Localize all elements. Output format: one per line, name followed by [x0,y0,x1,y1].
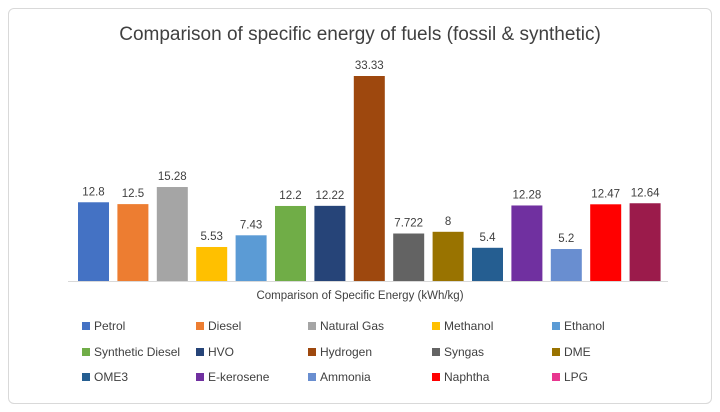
data-label: 12.5 [122,188,144,200]
legend-label: Diesel [208,319,242,333]
legend-marker [432,322,440,330]
legend-marker [196,373,204,381]
data-label: 5.4 [480,232,497,244]
bar-dme [432,231,464,281]
bar-natural-gas [156,187,188,281]
legend-label: E-kerosene [208,370,270,384]
legend-item: Synthetic Diesel [82,345,180,359]
legend-item: HVO [196,345,234,359]
legend-marker [432,348,440,356]
legend-item: LPG [552,370,588,384]
data-label: 12.22 [316,190,345,202]
legend-item: E-kerosene [196,370,269,384]
bar-methanol [196,246,228,281]
legend-label: Natural Gas [320,319,385,333]
legend-item: Diesel [196,319,241,333]
bar-ome3 [472,247,503,281]
legend-item: Ammonia [308,370,371,384]
legend-marker [552,348,560,356]
bar-diesel [117,204,149,281]
data-label: 12.28 [513,189,542,201]
legend-item: Naphtha [432,370,489,384]
chart-frame [8,8,712,404]
bar-e-kerosene [511,205,543,281]
legend-marker [196,322,204,330]
bar-syngas [393,233,425,281]
data-label: 12.47 [591,188,620,200]
legend-label: Petrol [94,319,126,333]
bar-synthetic-diesel [275,205,306,281]
bar-petrol [78,202,109,281]
bar-hydrogen [353,76,385,281]
legend-label: LPG [564,370,589,384]
legend-label: Syngas [444,345,485,359]
data-label: 7.43 [240,219,262,231]
legend-label: OME3 [94,370,129,384]
legend-label: Ethanol [564,319,605,333]
data-label: 5.53 [201,231,223,243]
legend-item: Hydrogen [308,345,372,359]
legend-item: Petrol [82,319,125,333]
bar-hvo [314,205,346,281]
legend-item: Methanol [432,319,493,333]
legend-item: DME [552,345,591,359]
legend-marker [432,373,440,381]
data-label: 8 [445,216,451,228]
legend-label: Naphtha [444,370,490,384]
legend-marker [82,373,90,381]
legend-marker [196,348,204,356]
legend-label: Ammonia [320,370,371,384]
data-label: 15.28 [158,171,187,183]
bar-ammonia [550,249,582,281]
legend-marker [82,348,90,356]
legend-item: OME3 [82,370,128,384]
legend-label: Hydrogen [320,345,373,359]
bar-naphtha [590,204,622,281]
x-axis-title: Comparison of Specific Energy (kWh/kg) [256,290,464,302]
data-label: 7.722 [394,218,423,230]
legend-marker [308,322,316,330]
chart-title: Comparison of specific energy of fuels (… [119,24,601,45]
legend-label: DME [564,345,591,359]
data-label: 5.2 [558,233,574,245]
data-label: 33.33 [355,60,384,72]
data-label: 12.8 [82,186,104,198]
legend-marker [308,348,316,356]
legend-item: Ethanol [552,319,605,333]
legend-item: Syngas [432,345,484,359]
legend-label: Synthetic Diesel [94,345,181,359]
legend-item: Natural Gas [308,319,384,333]
legend-marker [552,322,560,330]
data-label: 12.64 [631,187,660,199]
bar-lpg [629,203,661,281]
data-label: 12.2 [279,190,301,202]
legend-label: Methanol [444,319,494,333]
legend-marker [552,373,560,381]
legend-marker [82,322,90,330]
bar-ethanol [235,235,267,281]
legend-label: HVO [208,345,235,359]
legend-marker [308,373,316,381]
